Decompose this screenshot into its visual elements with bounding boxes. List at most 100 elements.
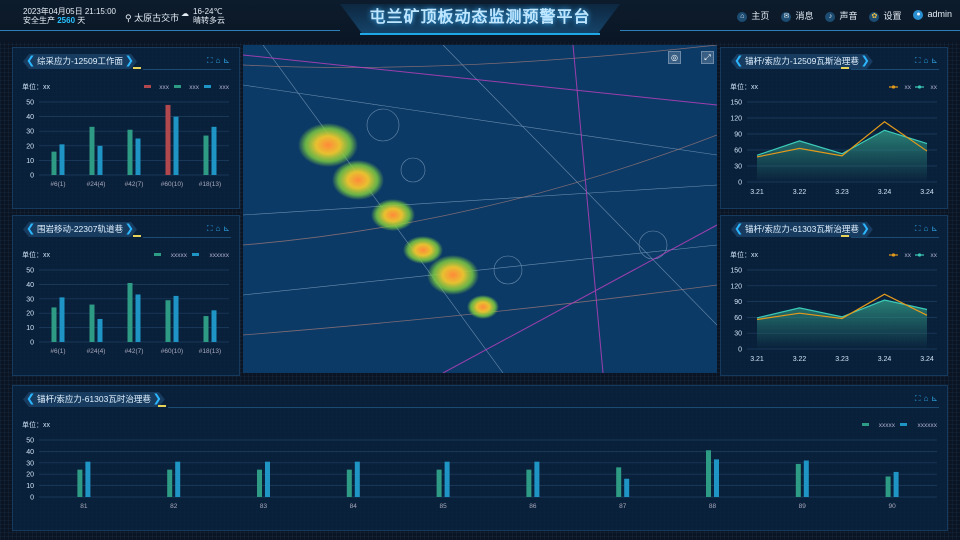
y-tick-label: 90 (734, 132, 742, 139)
weather: ☁ 16-24℃ 晴转多云 (181, 7, 225, 25)
bar[interactable] (135, 138, 141, 176)
bar[interactable] (77, 469, 83, 497)
series-line[interactable] (756, 293, 928, 321)
nav-settings[interactable]: ✿ 设置 (869, 9, 901, 22)
bar[interactable] (526, 469, 532, 497)
y-tick-label: 0 (738, 347, 742, 354)
bar[interactable] (85, 461, 91, 497)
y-tick-label: 0 (30, 173, 34, 180)
bar[interactable] (803, 460, 809, 497)
y-tick-label: 90 (734, 299, 742, 306)
bar[interactable] (59, 297, 65, 342)
series-line[interactable] (756, 299, 928, 319)
chart-icon[interactable]: ⊾ (931, 394, 941, 403)
bar[interactable] (59, 144, 65, 175)
bar[interactable] (97, 145, 103, 175)
bar[interactable] (354, 461, 360, 497)
fullscreen-icon[interactable]: ⛶ (914, 56, 924, 65)
header: 2023年04月05日 21:15:00 安全生产 2560 天 ⚲ 太原古交市 … (0, 0, 960, 42)
x-tick-label: #6(1) (50, 181, 65, 188)
y-tick-label: 60 (734, 148, 742, 155)
fullscreen-icon[interactable]: ⛶ (206, 56, 216, 65)
tunnel-icon[interactable]: ⌂ (923, 56, 932, 65)
bar[interactable] (211, 310, 217, 342)
bar[interactable] (203, 316, 209, 342)
legend-swatch (917, 253, 922, 257)
area-fill (757, 300, 927, 349)
bar[interactable] (89, 304, 95, 342)
nav-sound[interactable]: ♪ 声音 (825, 9, 857, 22)
x-tick-label: 86 (529, 503, 537, 510)
chart-icon[interactable]: ⊾ (223, 56, 233, 65)
layer-button[interactable]: ◎ (668, 51, 681, 64)
y-tick-label: 40 (26, 449, 34, 456)
bar[interactable] (624, 478, 630, 497)
bar[interactable] (616, 467, 622, 497)
bar[interactable] (346, 469, 352, 497)
bar[interactable] (51, 307, 57, 342)
home-icon: ⌂ (737, 11, 748, 22)
nav-messages[interactable]: ✉ 消息 (781, 9, 813, 22)
bar[interactable] (203, 135, 209, 175)
unit-label: 单位：xx (22, 422, 50, 429)
y-tick-label: 0 (30, 495, 34, 502)
nav-user[interactable]: ● admin (913, 9, 952, 22)
bar[interactable] (885, 476, 891, 497)
chart-icon[interactable]: ⊾ (931, 56, 941, 65)
x-tick-label: 90 (888, 503, 896, 510)
y-tick-label: 150 (730, 100, 742, 107)
bar[interactable] (714, 459, 719, 497)
unit-label: 单位：xx (22, 84, 50, 91)
x-tick-label: 82 (170, 503, 178, 510)
chart-icon[interactable]: ⊾ (931, 224, 941, 233)
y-tick-label: 20 (26, 311, 34, 318)
legend-swatch (891, 85, 896, 89)
tunnel-icon[interactable]: ⌂ (215, 224, 224, 233)
fullscreen-icon[interactable]: ⛶ (914, 394, 924, 403)
series-line[interactable] (756, 120, 928, 158)
bar[interactable] (165, 300, 171, 342)
gear-icon: ✿ (869, 11, 880, 22)
bar[interactable] (444, 461, 450, 497)
bar[interactable] (265, 461, 270, 497)
chart: 0 30 60 90 120 150 xx xx 3.21 3.22 3.23 3.24 3.24 (730, 84, 937, 196)
mine-map-heatmap[interactable]: ◎ ⤢ (243, 45, 717, 373)
bar[interactable] (173, 116, 179, 175)
series-line[interactable] (756, 129, 928, 156)
bar[interactable] (165, 104, 171, 175)
bar[interactable] (127, 129, 133, 175)
bar[interactable] (795, 463, 801, 497)
bar[interactable] (706, 450, 711, 497)
nav-home[interactable]: ⌂ 主页 (737, 9, 769, 22)
location-pin-icon: ⚲ (125, 13, 132, 23)
legend-label: xxx (189, 84, 200, 91)
bar[interactable] (211, 126, 217, 175)
bar[interactable] (257, 469, 262, 497)
bar[interactable] (135, 294, 141, 342)
bar[interactable] (89, 126, 95, 175)
bar[interactable] (534, 461, 540, 497)
tunnel-icon[interactable]: ⌂ (923, 394, 932, 403)
x-tick-label: 3.23 (835, 189, 849, 196)
unit-label: 单位：xx (22, 252, 50, 259)
bar[interactable] (51, 151, 57, 175)
tunnel-icon[interactable]: ⌂ (215, 56, 224, 65)
top-nav: ⌂ 主页 ✉ 消息 ♪ 声音 ✿ 设置 ● admin (737, 9, 952, 22)
bar[interactable] (893, 471, 899, 497)
x-tick-label: 3.21 (750, 356, 764, 363)
bar[interactable] (97, 318, 103, 342)
chart-icon[interactable]: ⊾ (223, 224, 233, 233)
fullscreen-icon[interactable]: ⛶ (206, 224, 216, 233)
fullscreen-icon[interactable]: ⛶ (914, 224, 924, 233)
bar[interactable] (436, 469, 442, 497)
bar[interactable] (127, 282, 133, 342)
bar[interactable] (167, 469, 173, 497)
expand-map-button[interactable]: ⤢ (701, 51, 714, 64)
chart: 0 30 60 90 120 150 xx xx 3.21 3.22 3.23 3.24 3.24 (730, 252, 937, 363)
bar[interactable] (173, 295, 179, 342)
tunnel-icon[interactable]: ⌂ (923, 224, 932, 233)
bar[interactable] (175, 461, 181, 497)
x-tick-label: #24(4) (87, 181, 106, 188)
panel-tools: ⛶⌂⊾ (207, 56, 233, 66)
